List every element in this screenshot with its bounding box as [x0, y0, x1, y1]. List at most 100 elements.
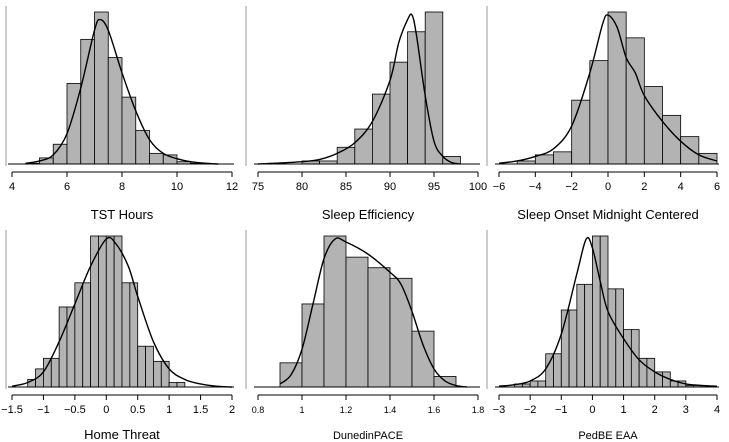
- x-tick-label: 2: [641, 181, 647, 193]
- histogram-bar: [149, 152, 164, 165]
- x-axis-title: Sleep Onset Midnight Centered: [517, 207, 698, 222]
- x-tick-label: −0.5: [64, 404, 86, 416]
- histogram-bar: [389, 277, 413, 388]
- histogram-bar: [336, 146, 356, 165]
- histogram-bar: [643, 86, 663, 165]
- x-tick-label: −6: [493, 181, 506, 193]
- x-tick-label: 1: [166, 404, 172, 416]
- x-tick-label: 0.5: [130, 404, 145, 416]
- histogram-bar: [680, 136, 700, 165]
- x-tick-label: 0: [589, 404, 595, 416]
- x-tick-label: 0.8: [252, 405, 265, 415]
- histogram-bar: [545, 353, 554, 388]
- x-tick-label: 100: [469, 181, 487, 193]
- histogram-bar: [43, 357, 52, 388]
- x-tick-label: 0: [605, 181, 611, 193]
- x-tick-label: 6: [64, 181, 70, 193]
- histogram-bar: [367, 267, 391, 388]
- histogram-panel: −3 −2 −1 0 1 2 3 4 PedBE EAA: [486, 230, 720, 442]
- histogram-panel: 0.8 1 1.2 1.4 1.6 1.8 DunedinPACE: [245, 230, 485, 442]
- x-tick-label: 95: [428, 181, 440, 193]
- histogram-panel: 4 6 8 10 12 TST Hours: [5, 6, 238, 222]
- histogram-bar: [323, 235, 347, 388]
- histogram-bar: [121, 282, 131, 388]
- histogram-panel: 75 80 85 90 95 100 Sleep Efficiency: [245, 6, 487, 222]
- histogram-panel: −6 −4 −2 0 2 4 6 Sleep Onset Midnight Centered: [486, 6, 720, 222]
- density-curve: [498, 14, 718, 164]
- histogram-bar: [58, 306, 68, 388]
- histogram-bar: [107, 57, 123, 165]
- x-tick-label: −1.5: [1, 404, 23, 416]
- x-tick-label: 1: [621, 404, 627, 416]
- histogram-bar: [553, 353, 562, 388]
- x-axis-title: TST Hours: [91, 207, 154, 222]
- x-tick-label: −1: [555, 404, 568, 416]
- histogram-bar: [662, 114, 682, 165]
- histogram-bar: [74, 282, 84, 388]
- x-tick-label: 90: [384, 181, 396, 193]
- histogram-bar: [389, 61, 409, 165]
- histogram-bar: [94, 11, 109, 165]
- histogram-bar: [411, 330, 435, 388]
- x-tick-label: 8: [119, 181, 125, 193]
- x-tick-label: −2: [565, 181, 578, 193]
- histogram-bar: [153, 360, 162, 388]
- histogram-bar: [98, 235, 107, 388]
- histogram-bar: [50, 357, 60, 388]
- histogram-bar: [584, 283, 593, 388]
- histogram-bar: [553, 151, 573, 165]
- histogram-bar: [571, 99, 591, 165]
- histogram-bar: [301, 303, 325, 388]
- x-tick-label: 4: [9, 181, 15, 193]
- x-tick-label: 10: [171, 181, 183, 193]
- histogram-bar: [592, 235, 601, 388]
- x-tick-label: 1: [299, 405, 304, 415]
- histogram-bar: [529, 380, 539, 388]
- x-tick-label: −3: [493, 404, 506, 416]
- x-tick-label: 85: [340, 181, 352, 193]
- x-tick-label: 75: [252, 181, 264, 193]
- x-axis-title: DunedinPACE: [333, 430, 403, 442]
- x-tick-label: 1.5: [193, 404, 208, 416]
- density-curve: [279, 237, 468, 388]
- x-tick-label: 4: [678, 181, 684, 193]
- histogram-bar: [82, 282, 91, 388]
- histogram-bar: [537, 380, 547, 388]
- density-curve: [25, 18, 219, 165]
- histogram-bar: [607, 288, 617, 388]
- x-tick-label: −4: [529, 181, 542, 193]
- x-tick-label: 2: [652, 404, 658, 416]
- x-tick-label: 1.6: [428, 405, 441, 415]
- x-axis-title: PedBE EAA: [578, 430, 638, 442]
- histogram-bar: [607, 11, 627, 165]
- x-axis-title: Sleep Efficiency: [322, 207, 415, 222]
- histogram-bar: [129, 282, 139, 388]
- density-curve: [11, 236, 233, 388]
- histogram-bar: [113, 235, 123, 388]
- histogram-bar: [625, 37, 645, 165]
- x-tick-label: 3: [683, 404, 689, 416]
- x-tick-label: 12: [226, 181, 238, 193]
- histogram-bar: [137, 345, 146, 388]
- x-tick-label: 80: [296, 181, 308, 193]
- x-tick-label: 4: [714, 404, 720, 416]
- histogram-bar: [345, 256, 369, 388]
- x-tick-label: 2: [229, 404, 235, 416]
- histogram-bar: [105, 235, 115, 388]
- x-tick-label: 6: [714, 181, 720, 193]
- x-tick-label: −1: [37, 404, 50, 416]
- histogram-bar: [568, 309, 578, 388]
- x-tick-label: 1.4: [384, 405, 397, 415]
- histogram-bar: [623, 329, 632, 388]
- x-tick-label: 0: [103, 404, 109, 416]
- histogram-panel: −1.5 −1 −0.5 0 0.5 1 1.5 2 Home Threat: [1, 230, 235, 442]
- histogram-bar: [407, 31, 426, 165]
- x-tick-label: 1.8: [472, 405, 485, 415]
- histogram-bar: [168, 382, 178, 388]
- histogram-bar: [176, 382, 186, 388]
- x-tick-label: −2: [524, 404, 537, 416]
- histogram-bar: [589, 60, 609, 165]
- x-tick-label: 1.2: [340, 405, 353, 415]
- x-axis-title: Home Threat: [84, 427, 160, 442]
